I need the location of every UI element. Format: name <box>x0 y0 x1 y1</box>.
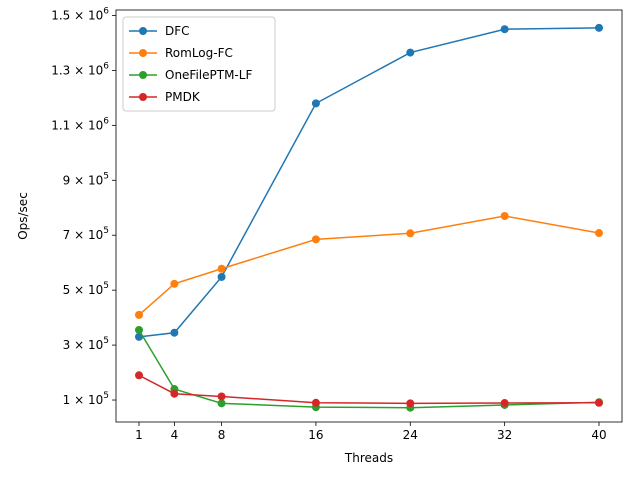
y-tick-mantissa: 5 <box>63 283 71 297</box>
y-tick-times: × 10 <box>70 118 103 132</box>
y-tick-mantissa: 9 <box>63 173 71 187</box>
y-tick-label: 1.1 × 106 <box>51 116 109 132</box>
data-point <box>311 235 320 244</box>
series-layer <box>135 23 603 412</box>
data-point <box>406 399 415 408</box>
y-tick-exponent: 6 <box>103 61 109 71</box>
data-point <box>170 389 179 398</box>
legend-label: DFC <box>165 24 190 38</box>
y-tick-times: × 10 <box>70 338 103 352</box>
y-tick-label: 1.5 × 106 <box>51 6 109 22</box>
x-tick-label: 24 <box>403 428 418 442</box>
legend-label: PMDK <box>165 90 201 104</box>
legend-marker <box>139 49 147 57</box>
x-tick-label: 4 <box>171 428 179 442</box>
data-point <box>217 392 226 401</box>
legend-marker <box>139 27 147 35</box>
y-tick-label: 3 × 105 <box>63 336 109 352</box>
data-point <box>135 325 143 334</box>
data-point <box>217 272 226 281</box>
y-tick-times: × 10 <box>70 393 103 407</box>
y-tick-times: × 10 <box>70 173 103 187</box>
y-tick-times: × 10 <box>70 63 103 77</box>
y-tick-label: 1 × 105 <box>63 391 109 407</box>
y-tick-label: 7 × 105 <box>63 226 109 242</box>
legend-label: RomLog-FC <box>165 46 233 60</box>
y-tick-label: 9 × 105 <box>63 171 109 187</box>
legend-marker <box>139 93 147 101</box>
y-tick-exponent: 5 <box>103 336 109 346</box>
y-tick-mantissa: 1.5 <box>51 8 70 22</box>
data-point <box>217 264 226 273</box>
x-axis-ticks: 1 4 8 16 24 32 40 <box>135 422 607 442</box>
data-point <box>595 23 603 32</box>
data-point <box>135 310 143 319</box>
y-tick-label: 5 × 105 <box>63 281 109 297</box>
y-tick-exponent: 5 <box>103 391 109 401</box>
y-tick-mantissa: 7 <box>63 228 71 242</box>
y-tick-label: 1.3 × 106 <box>51 61 109 77</box>
legend-label: OneFilePTM-LF <box>165 68 252 82</box>
x-tick-label: 32 <box>497 428 512 442</box>
y-tick-exponent: 6 <box>103 6 109 16</box>
x-tick-label: 8 <box>218 428 226 442</box>
data-point <box>170 328 179 337</box>
data-point <box>500 212 509 220</box>
data-point <box>595 398 603 407</box>
y-tick-mantissa: 3 <box>63 338 71 352</box>
y-tick-times: × 10 <box>70 228 103 242</box>
x-tick-label: 1 <box>135 428 143 442</box>
x-axis-label: Threads <box>344 451 393 465</box>
data-point <box>406 229 415 238</box>
data-point <box>135 371 143 380</box>
y-tick-times: × 10 <box>70 283 103 297</box>
data-point <box>170 279 179 288</box>
data-point <box>135 332 143 341</box>
y-tick-times: × 10 <box>70 8 103 22</box>
legend-box <box>122 16 276 112</box>
y-tick-exponent: 5 <box>103 281 109 291</box>
data-point <box>500 25 509 34</box>
y-tick-mantissa: 1.3 <box>51 63 70 77</box>
data-point <box>406 48 415 57</box>
y-tick-exponent: 5 <box>103 226 109 236</box>
legend: DFC RomLog-FC OneFilePTM-LF PMDK <box>122 16 276 112</box>
data-point <box>500 399 509 408</box>
data-point <box>595 229 603 238</box>
data-point <box>311 99 320 108</box>
x-tick-label: 16 <box>308 428 323 442</box>
legend-marker <box>139 71 147 79</box>
y-tick-mantissa: 1.1 <box>51 118 70 132</box>
y-axis-label: Ops/sec <box>16 192 30 240</box>
y-tick-mantissa: 1 <box>63 393 71 407</box>
data-point <box>311 398 320 407</box>
x-tick-label: 40 <box>591 428 606 442</box>
plot-frame <box>115 9 623 423</box>
y-tick-exponent: 5 <box>103 171 109 181</box>
y-tick-exponent: 6 <box>103 116 109 126</box>
data-point <box>217 399 226 408</box>
